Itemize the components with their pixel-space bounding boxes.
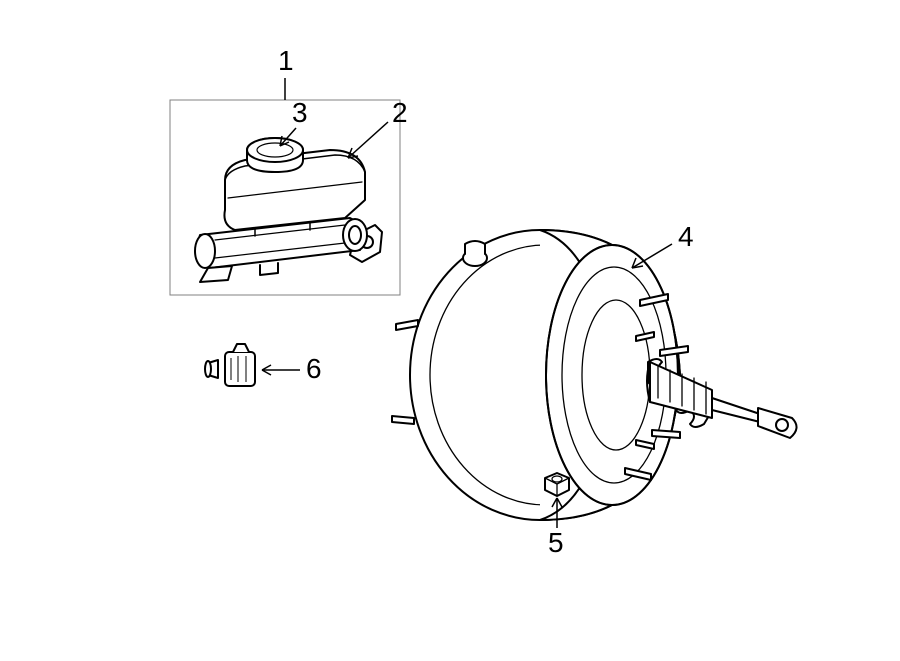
reservoir-cap [247,138,303,172]
booster-check-valve-port [463,241,487,266]
sensor-switch [205,344,255,386]
callout-5: 5 [548,527,564,558]
leader-2 [348,122,388,158]
callout-6: 6 [306,353,322,384]
brake-booster [392,230,797,520]
master-cylinder-body [195,218,382,282]
master-cylinder-assembly [195,138,382,282]
callout-2: 2 [392,97,408,128]
callout-1: 1 [278,45,294,76]
parts-diagram: 1 2 3 4 5 6 [0,0,900,661]
callout-4: 4 [678,221,694,252]
callout-3: 3 [292,97,308,128]
mounting-nut [545,473,569,496]
